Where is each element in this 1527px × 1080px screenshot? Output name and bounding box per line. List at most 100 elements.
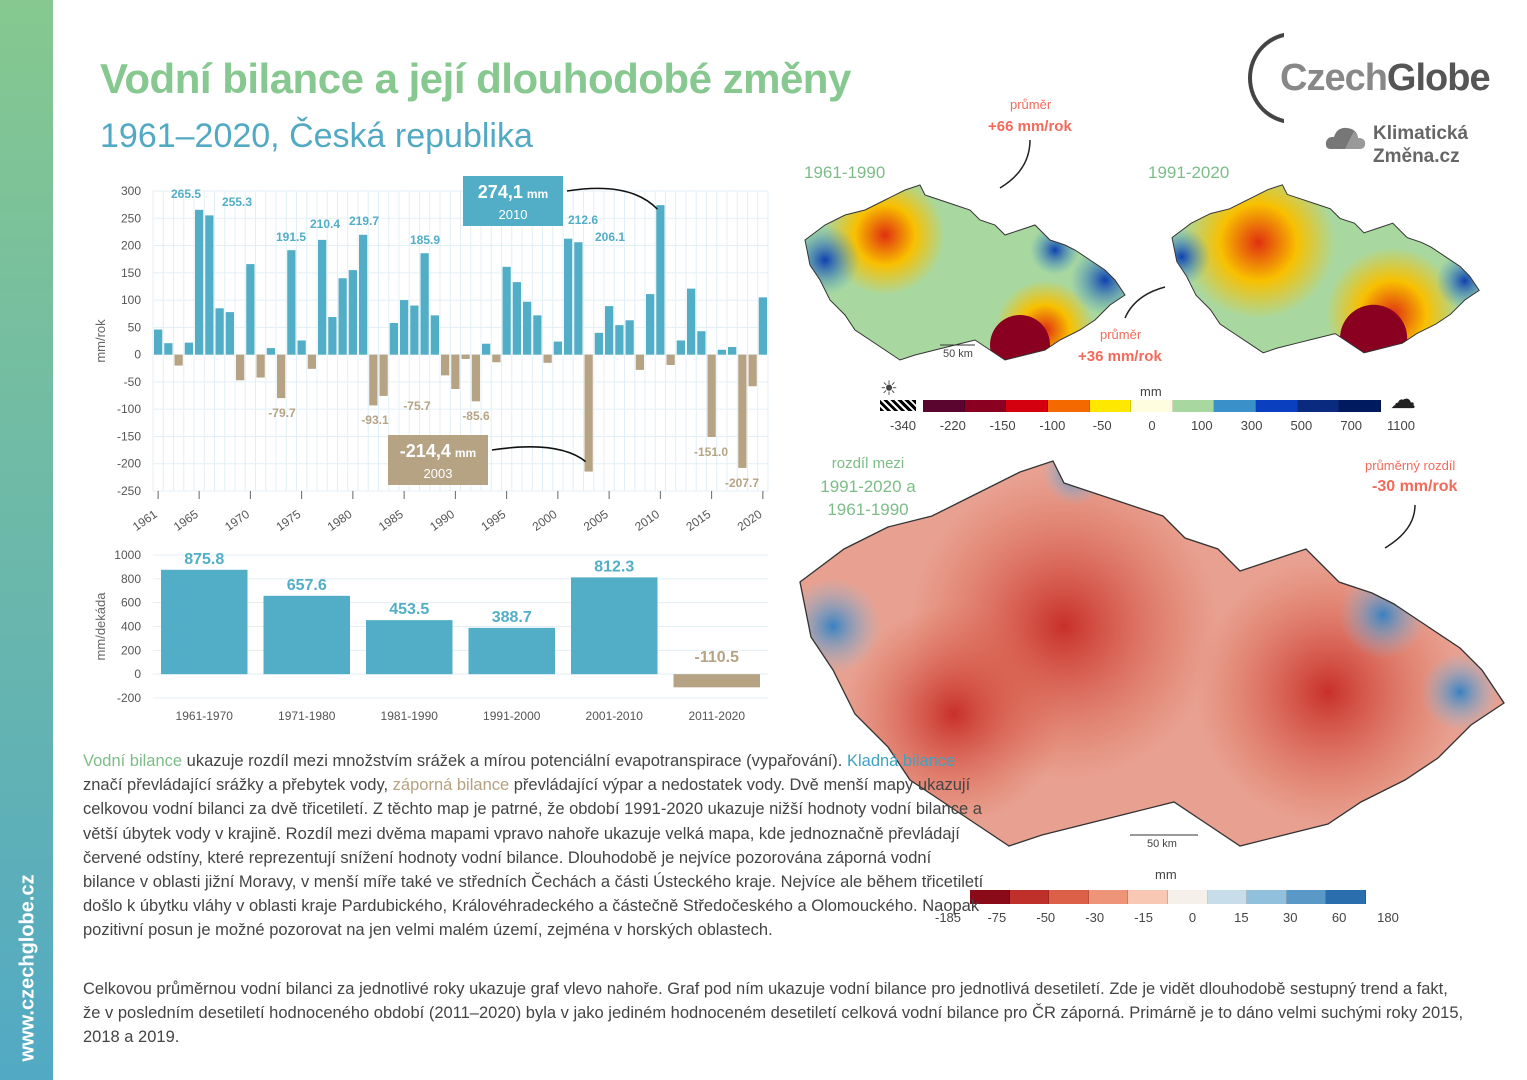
big-title-line: 1961-1990 [827,500,909,519]
bar-2015 [707,354,716,437]
cloud-logo-icon [1325,127,1366,149]
legend-swatch [1286,890,1327,904]
legend-tick-label: -220 [939,418,966,433]
data-label: -110.5 [695,649,740,666]
data-label: 388.7 [492,609,532,626]
website-link[interactable]: www.czechglobe.cz [16,874,39,1062]
bar-1961 [154,329,163,355]
data-label: 453.5 [389,601,429,618]
map2-title: 1991-2020 [1148,163,1230,182]
arrow-note-1 [999,139,1031,189]
y-axis-label: mm/rok [93,319,108,363]
legend-tick-label: 0 [1188,910,1197,925]
data-label: 219.7 [349,214,379,228]
bar-1978 [328,317,337,355]
legend-swatch [1006,400,1048,412]
logo-text-a: Czech [1280,57,1388,99]
legend-swatch [1247,890,1287,904]
bar-1987 [420,253,429,355]
legend2-ticks: -185 -75 -50 -30 -15 0 15 30 60 180 [935,910,1399,926]
legend-tick-label: 700 [1340,418,1363,433]
callout-2010: 274,1 mm 2010 [463,176,658,226]
y-tick-label: 0 [134,348,141,362]
bar-1984 [389,323,398,355]
bar-1994 [492,354,501,363]
x-tick-label: 2000 [530,507,560,534]
callout-value: -214,4 mm [400,441,476,461]
legend-tick-label: 30 [1282,910,1298,925]
bar-2014 [697,331,706,355]
bar-1966 [205,215,214,355]
legend-tick-label: 300 [1240,418,1263,433]
y-tick-label: 0 [134,667,141,681]
bar-1975 [297,340,306,355]
description-paragraph-2: Celkovou průměrnou vodní bilanci za jedn… [83,980,1464,1047]
bar-1977 [318,239,327,355]
legend1-unit: mm [1140,384,1162,399]
bar-2000 [553,341,562,355]
y-tick-label: 250 [121,211,141,225]
decade-bar-1961-1970 [161,569,248,675]
legend-swatch [1326,890,1366,904]
legend2-unit: mm [1155,867,1177,882]
note1-label: průměr [1010,97,1052,112]
y-tick-label: 800 [121,572,141,586]
data-label: -75.7 [403,399,431,413]
scale-label-small: 50 km [943,348,973,360]
legend-swatch [1172,400,1215,412]
data-label: 210.4 [310,217,340,231]
legend-tick-label: -50 [1036,910,1056,925]
y-tick-label: 300 [121,184,141,198]
legend-swatch [1131,400,1173,412]
legend-tick-label: 500 [1290,418,1313,433]
callout-box [463,176,563,226]
y-tick-label: 600 [121,596,141,610]
x-tick-label: 1961-1970 [176,709,234,723]
bar-1992 [471,354,480,402]
big-title-line: rozdíl mezi [831,455,905,472]
text-segment: ukazuje rozdíl mezi množstvím srážek a m… [182,752,847,770]
bar-1979 [338,278,347,355]
legend-tick-label: -75 [987,910,1007,925]
bar-1990 [451,354,460,389]
bar-2005 [605,306,614,355]
data-label: 191.5 [276,230,306,244]
highlight-term: záporná bilance [392,776,510,795]
x-tick-label: 2015 [683,507,713,534]
legend-swatch [1214,400,1257,412]
y-tick-label: -50 [124,375,142,389]
bar-2008 [635,354,644,370]
x-tick-label: 1975 [273,507,303,534]
x-tick-label: 2011-2020 [689,709,746,723]
bar-1986 [410,305,419,355]
y-tick-label: 1000 [114,548,141,562]
x-tick-label: 1961 [130,507,160,534]
dry-soil-icon [880,400,916,411]
callout-year: 2003 [424,466,453,481]
legend-tick-label: -185 [934,910,962,925]
legend-tick-label: 100 [1190,418,1213,433]
arrow-note-3 [1384,504,1416,549]
bar-1970 [246,264,255,355]
data-label: -151.0 [694,445,728,459]
bar-2006 [615,325,624,355]
x-tick-label: 1970 [222,507,252,534]
legend-swatch [1256,400,1298,412]
bar-1989 [441,354,450,376]
legend1-ticks: -340 -220 -150 -100 -50 0 100 300 500 700 1100 [890,418,1415,434]
bar-1995 [502,266,511,355]
description-paragraph-1: Vodní bilance ukazuje rozdíl mezi množst… [83,749,988,943]
legend-swatch [1128,890,1168,904]
bar-2007 [625,320,634,355]
legend-swatch [923,400,965,412]
bar-1985 [400,300,409,355]
y-tick-label: -150 [117,429,141,443]
text-segment: převládající výpar a nedostatek vody. Dv… [83,776,984,940]
bar-1963 [174,354,183,366]
logo-sub-2: Změna.cz [1373,146,1460,167]
x-tick-label: 2010 [632,507,662,534]
legend-swatch [1088,890,1129,904]
bar-1988 [430,315,439,355]
bar-1982 [369,354,378,406]
data-label: -93.1 [361,413,389,427]
